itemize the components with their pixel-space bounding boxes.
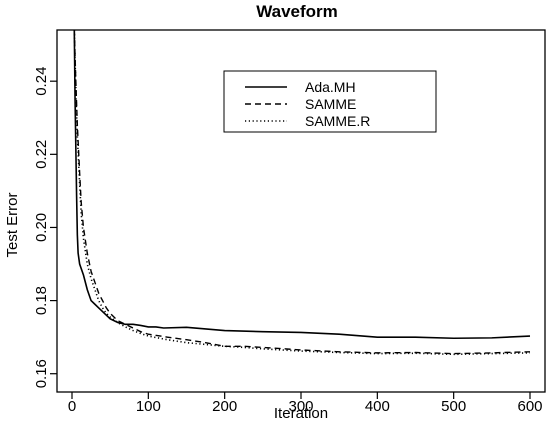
- x-tick-label-1: 100: [136, 398, 161, 415]
- x-tick-label-5: 500: [441, 398, 466, 415]
- y-tick-label-2: 0.20: [33, 213, 50, 242]
- chart-title: Waveform: [256, 2, 338, 21]
- legend-label-2: SAMME.R: [305, 113, 370, 129]
- x-axis-title: Iteration: [274, 405, 328, 422]
- x-tick-label-6: 600: [517, 398, 542, 415]
- y-tick-label-0: 0.16: [33, 359, 50, 388]
- x-tick-label-2: 200: [212, 398, 237, 415]
- legend-label-1: SAMME: [305, 96, 356, 112]
- x-tick-label-0: 0: [68, 398, 76, 415]
- x-tick-label-4: 400: [365, 398, 390, 415]
- y-axis: 0.16 0.18 0.20 0.22 0.24: [33, 67, 57, 389]
- y-tick-label-3: 0.22: [33, 140, 50, 169]
- y-tick-label-4: 0.24: [33, 67, 50, 96]
- y-axis-title: Test Error: [4, 192, 21, 257]
- y-tick-label-1: 0.18: [33, 286, 50, 315]
- legend-label-0: Ada.MH: [305, 79, 356, 95]
